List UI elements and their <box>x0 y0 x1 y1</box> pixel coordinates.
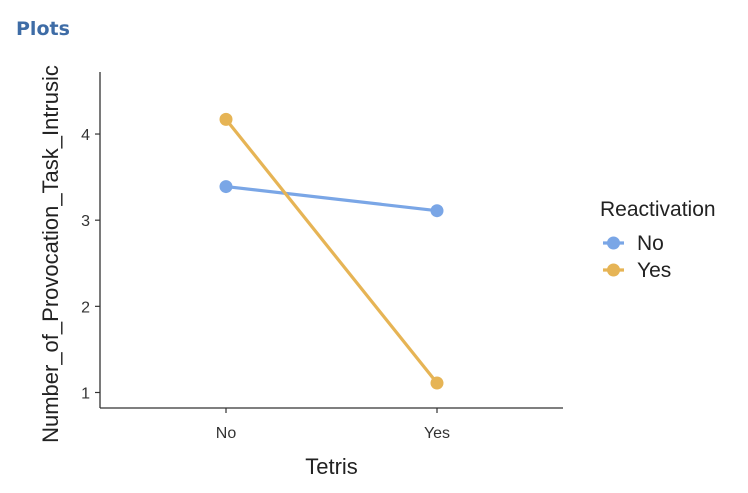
x-tick-label: No <box>216 425 237 442</box>
y-axis-ticks: 1 2 3 4 <box>81 127 100 402</box>
y-tick-label: 1 <box>81 385 90 402</box>
series-layer <box>219 112 444 390</box>
legend-label-no: No <box>637 232 664 255</box>
legend-label-yes: Yes <box>637 259 671 282</box>
page-title: Plots <box>16 18 70 40</box>
series-line-no <box>224 184 439 213</box>
data-point-yes <box>219 112 233 126</box>
y-tick-label: 4 <box>81 127 90 144</box>
x-axis-ticks: No Yes <box>216 408 450 442</box>
legend-key-point <box>607 236 620 250</box>
data-point-yes <box>430 376 444 390</box>
y-axis-title: Number_of_Provocation_Task_Intrusic <box>38 65 63 443</box>
y-tick-label: 3 <box>81 213 90 230</box>
series-line-yes <box>224 117 439 385</box>
legend: Reactivation No Yes <box>600 198 716 282</box>
x-tick-label: Yes <box>424 425 450 442</box>
x-axis-title: Tetris <box>305 454 358 479</box>
legend-title: Reactivation <box>600 198 716 221</box>
data-point-no <box>219 180 233 194</box>
y-tick-label: 2 <box>81 299 90 316</box>
legend-key-point <box>607 263 620 277</box>
axes <box>99 72 563 409</box>
data-point-no <box>430 204 444 218</box>
